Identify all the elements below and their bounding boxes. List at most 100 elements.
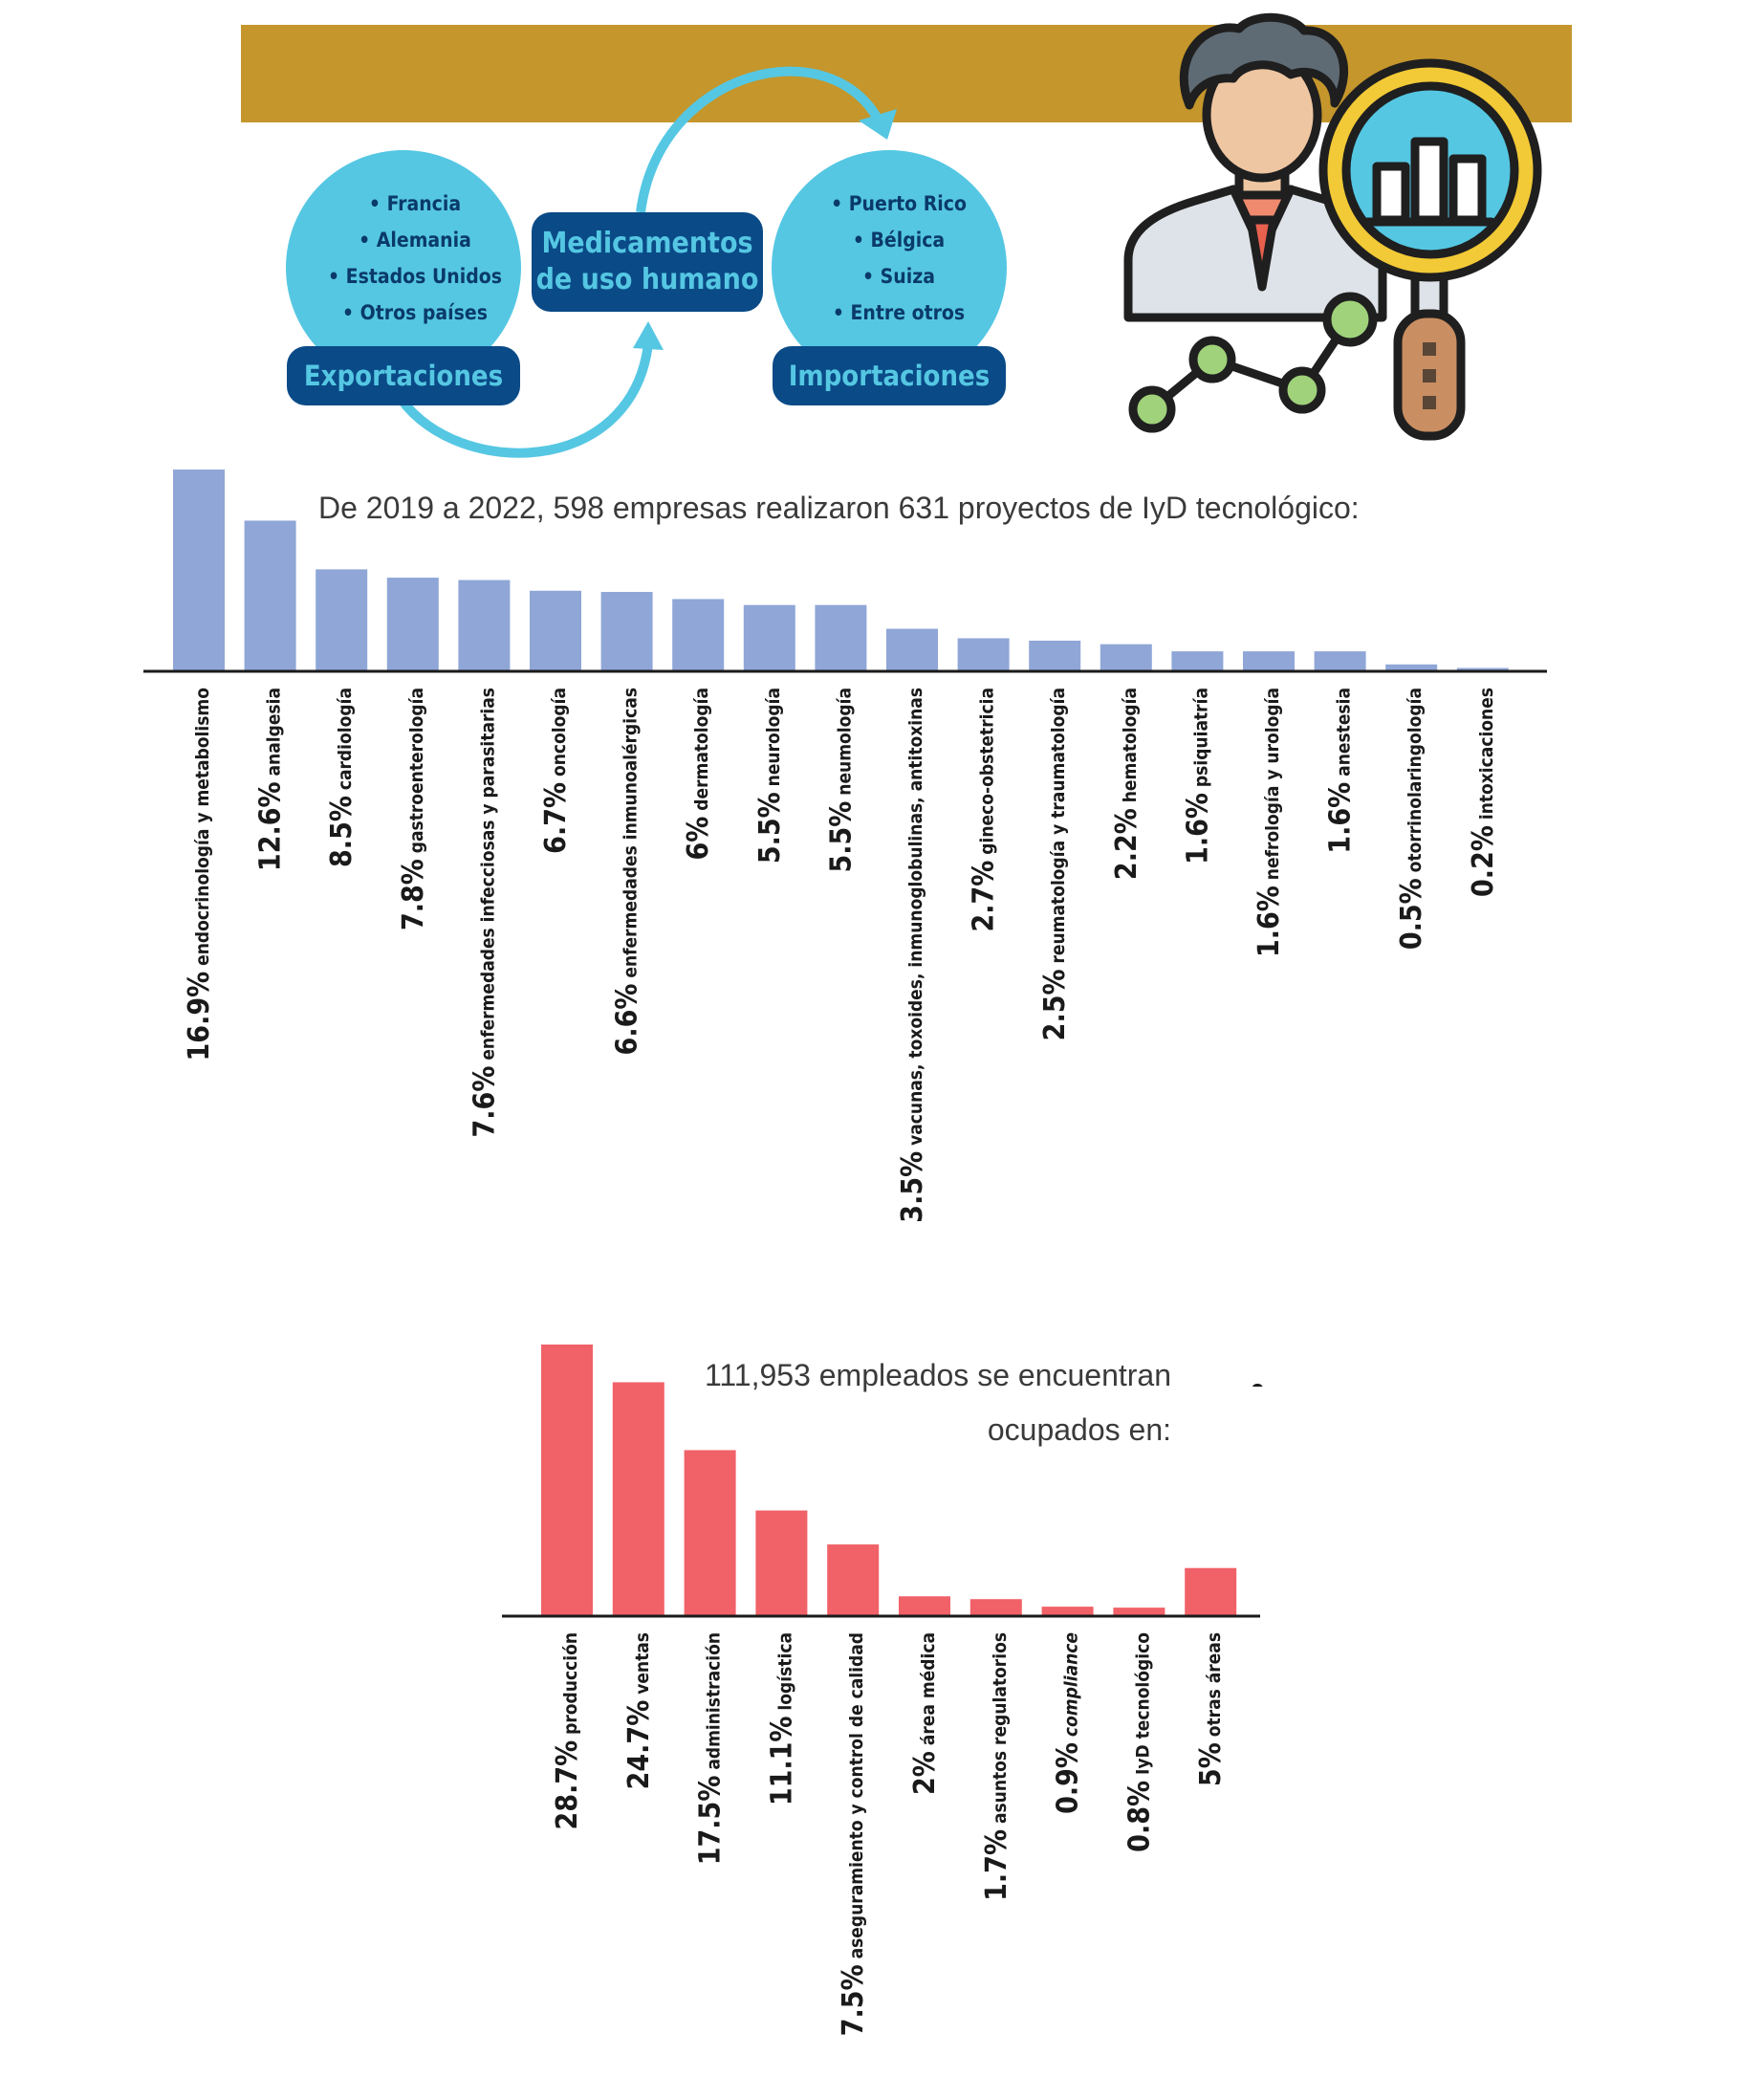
chart2-bar (1185, 1567, 1237, 1615)
handle-grip (1423, 396, 1436, 409)
chart2-label: 1.7% asuntos regulatorios (980, 1632, 1013, 1901)
researcher-tie (1246, 215, 1278, 292)
chart1-bar (1314, 651, 1366, 670)
chart1-label: 1.6% psiquiatría (1181, 688, 1214, 864)
imports-country: • Suiza (862, 265, 935, 288)
value-label: 6.7% (539, 782, 573, 854)
imports-label: Importaciones (789, 360, 991, 392)
chart2-label: 28.7% producción (551, 1632, 584, 1829)
chart1-label: 1.6% anestesia (1324, 688, 1358, 854)
exports-country: • Francia (369, 192, 461, 215)
category-label: enfermedades inmunoalérgicas (621, 688, 642, 984)
chart2-label: 5% otras áreas (1194, 1632, 1228, 1786)
network-node (1322, 292, 1378, 347)
value-label: 24.7% (622, 1700, 656, 1790)
value-label: 17.5% (694, 1776, 728, 1866)
exports-pill (287, 346, 520, 405)
imports-group: • Puerto Rico • Bélgica • Suiza • Entre … (772, 150, 1007, 405)
chart1-bar (1171, 651, 1224, 670)
category-label: psiquiatría (1190, 688, 1211, 793)
category-label: analgesia (264, 688, 285, 781)
stray-fragment-clip: 3.5% (1237, 1383, 1269, 1387)
chart2-bar (612, 1382, 664, 1615)
chart1-bar (1385, 664, 1438, 670)
category-label: hematología (1120, 688, 1141, 808)
chart1-label: 5.5% neurología (753, 688, 787, 864)
category-label: logística (774, 1632, 795, 1717)
chart1-label: 0.2% intoxicaciones (1467, 688, 1500, 897)
chart1-bar (957, 638, 1010, 670)
bottom-arrow (397, 343, 653, 458)
category-label: IyD tecnológico (1132, 1632, 1153, 1781)
chart2-bar (755, 1510, 808, 1615)
category-label: cardiología (335, 688, 356, 796)
top-arrow-head (859, 109, 897, 140)
category-label: administración (704, 1632, 725, 1776)
center-pill (532, 212, 763, 312)
chart1-bar (458, 580, 511, 670)
chart2-label: 0.8% IyD tecnológico (1122, 1632, 1156, 1852)
value-label: 11.1% (765, 1717, 798, 1806)
lens-bar (1372, 162, 1410, 225)
chart1-bar (316, 569, 368, 670)
category-label: asuntos regulatorios (990, 1632, 1011, 1829)
category-label: otorrinolaringología (1405, 688, 1426, 878)
chart1-label: 7.8% gastroenterología (397, 688, 430, 930)
researcher-magnifier-chart-icon (1123, 12, 1542, 441)
chart1-labels: 16.9% endocrinología y metabolismo 12.6% … (183, 688, 1500, 1223)
value-label: 2.2% (1110, 808, 1143, 880)
category-label: área médica (918, 1632, 939, 1751)
network-node (1278, 366, 1326, 414)
category-label: nefrología y urología (1262, 688, 1283, 886)
chart2-bar (684, 1450, 736, 1615)
chart1-label: 6.7% oncología (539, 688, 573, 854)
value-label: 1.6% (1181, 793, 1214, 864)
category-label: compliance (1061, 1632, 1082, 1742)
value-label: 2.7% (968, 861, 1001, 932)
chart1-label: 5.5% neumología (824, 688, 858, 873)
value-label: 5.5% (753, 792, 787, 864)
value-label: 5.5% (824, 801, 858, 873)
chart1-bar (244, 520, 296, 670)
chart-rd-projects: De 2019 a 2022, 598 empresas realizaron … (143, 470, 1547, 1223)
category-label: gineco-obstetricia (977, 688, 998, 861)
category-label: anestesia (1334, 688, 1355, 782)
exports-country: • Alemania (359, 229, 471, 252)
handle-grip (1423, 342, 1436, 356)
category-label: vacunas, toxoides, inmunoglobulinas, ant… (905, 688, 926, 1151)
category-label: intoxicaciones (1476, 688, 1497, 825)
value-label: 1.6% (1324, 782, 1358, 854)
category-label: oncología (549, 688, 570, 782)
handle-grip (1423, 369, 1436, 383)
exports-label: Exportaciones (304, 360, 503, 392)
center-group: Medicamentos de uso humano (532, 212, 763, 312)
chart2-label: 24.7% ventas (622, 1632, 656, 1789)
imports-pill (773, 346, 1006, 405)
chart1-label: 6.6% enfermedades inmunoalérgicas (611, 688, 644, 1055)
value-label: 12.6% (254, 781, 288, 871)
imports-country: • Entre otros (833, 301, 965, 324)
chart1-bar (530, 590, 581, 670)
exports-country: • Estados Unidos (328, 265, 502, 288)
chart2-label: 7.5% aseguramiento y control de calidad (837, 1632, 870, 2036)
value-label: 0.9% (1052, 1742, 1085, 1814)
chart2-bar (969, 1599, 1022, 1615)
value-label: 6.6% (611, 984, 644, 1056)
chart2-bar (1041, 1607, 1094, 1615)
category-label: enfermedades infecciosas y parasitarias (477, 688, 498, 1066)
category-label: aseguramiento y control de calidad (846, 1632, 867, 1964)
chart2-label: 2% área médica (908, 1632, 942, 1795)
lens-bar (1448, 154, 1487, 225)
value-label: 28.7% (551, 1740, 584, 1830)
chart1-bar (173, 470, 225, 670)
chart2-bar (827, 1544, 880, 1615)
chart2-bar (899, 1596, 950, 1615)
chart2-bar (541, 1345, 593, 1615)
category-label: ventas (632, 1632, 653, 1700)
value-label: 2.5% (1038, 969, 1072, 1040)
value-label: 6% (682, 817, 715, 861)
flow-arrows (397, 66, 897, 458)
imports-country: • Bélgica (853, 229, 945, 252)
chart1-bar (1456, 667, 1509, 670)
chart1-bar (743, 604, 795, 670)
